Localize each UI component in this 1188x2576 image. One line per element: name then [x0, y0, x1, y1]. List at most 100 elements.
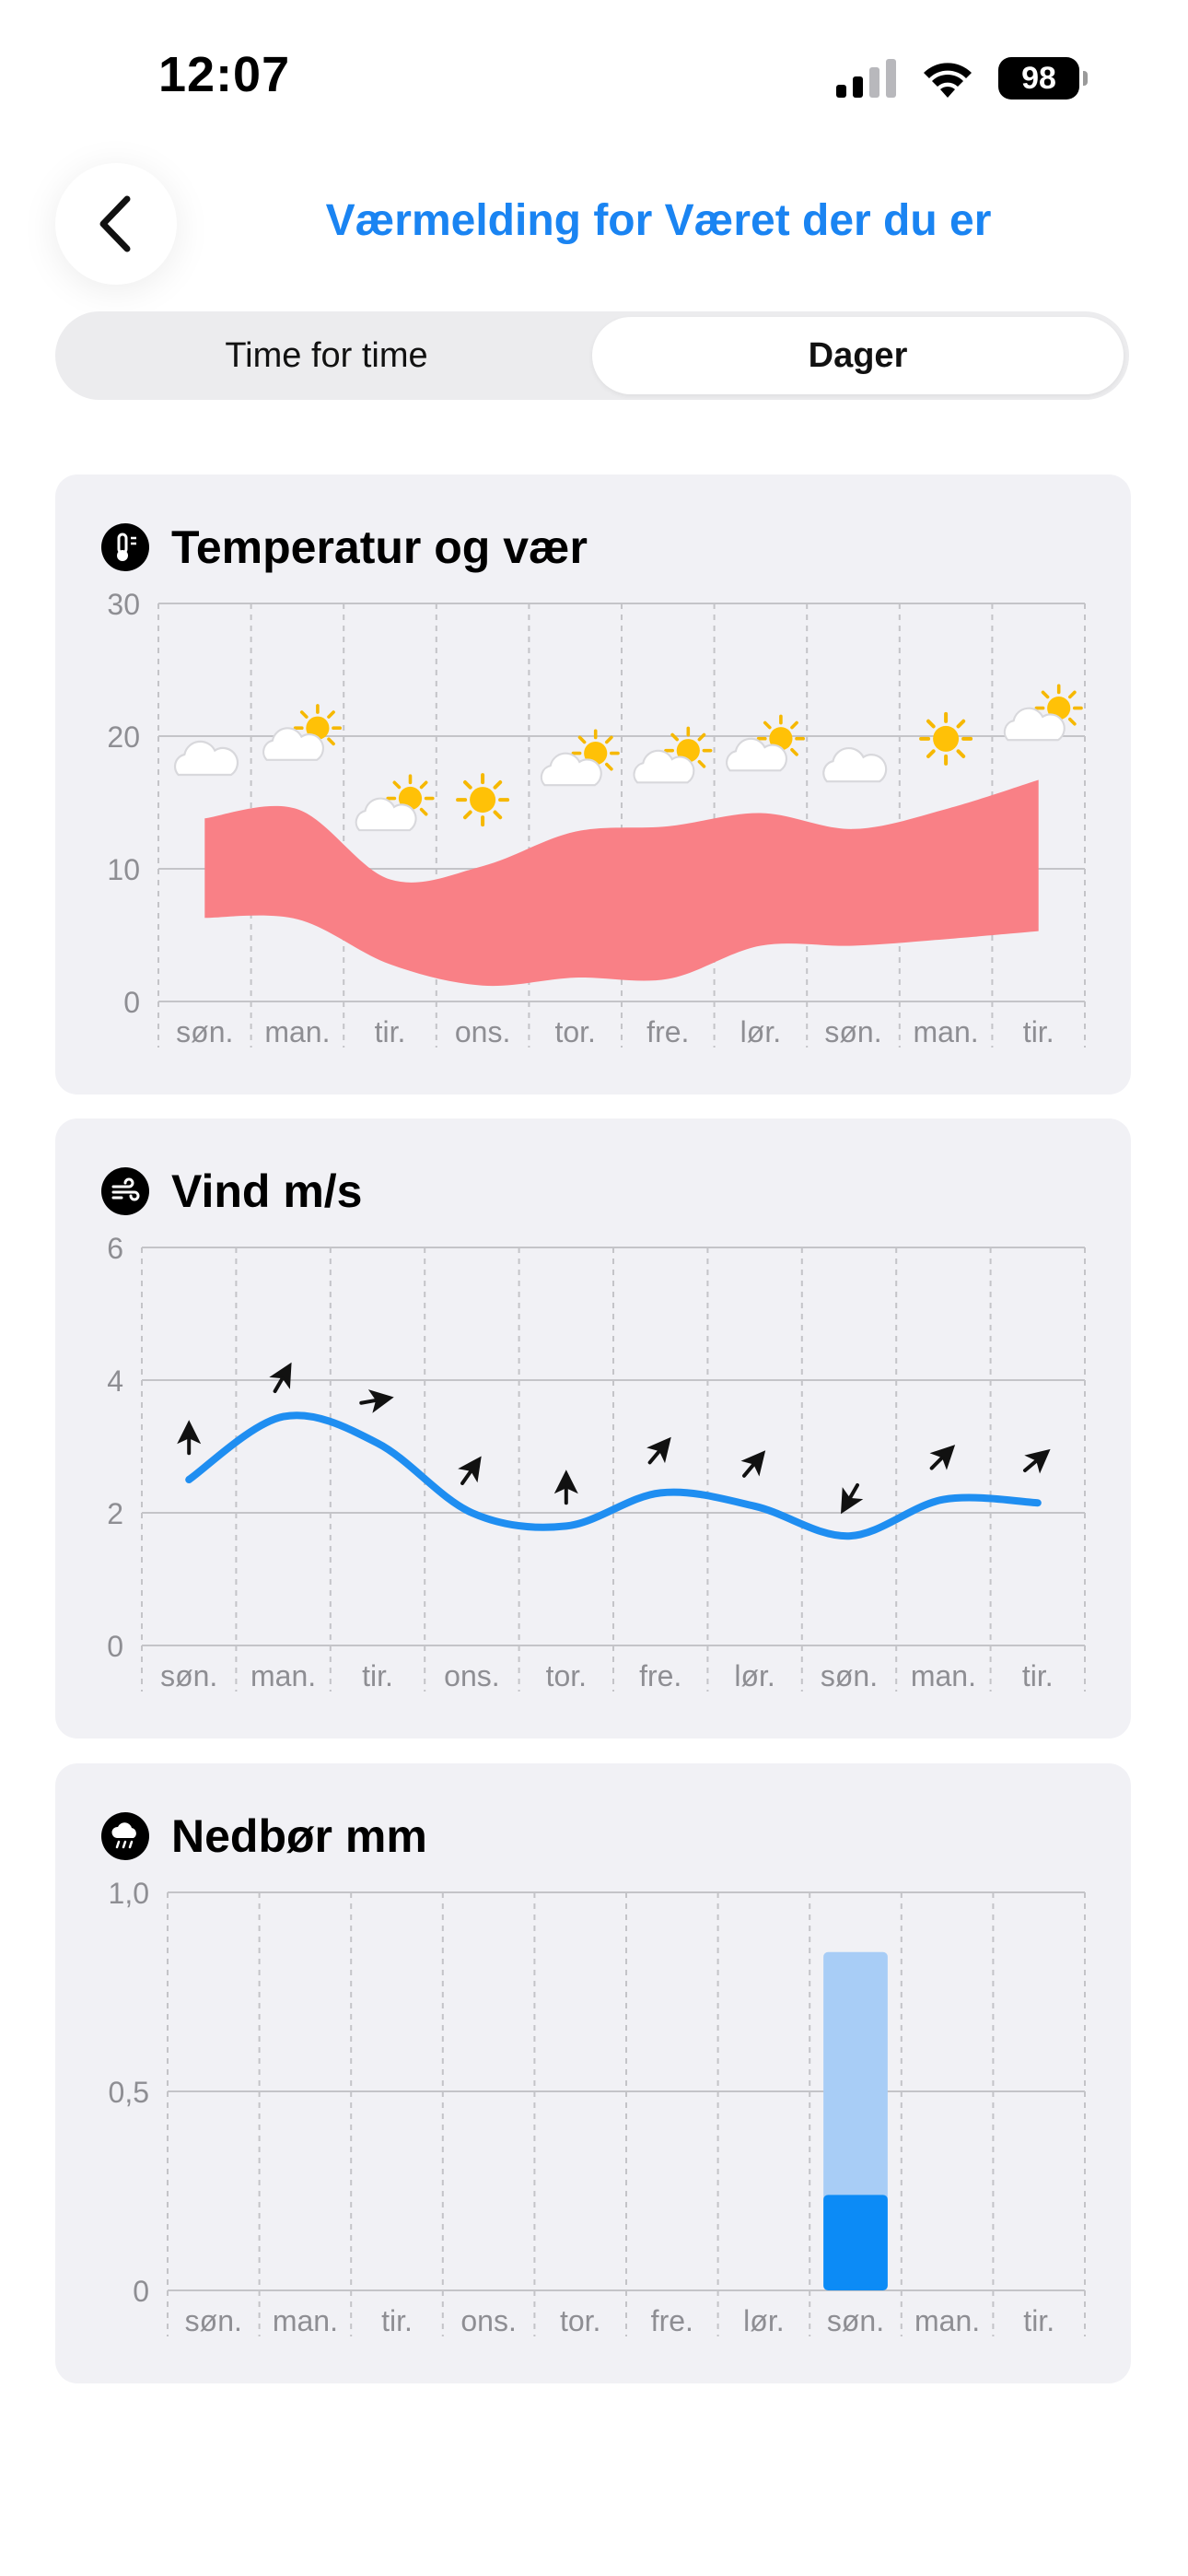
arrow-head	[367, 1389, 394, 1413]
sun-ray	[463, 780, 472, 790]
x-tick-label: lør.	[743, 2304, 784, 2337]
x-tick-label: tir.	[381, 2304, 413, 2337]
tab-days[interactable]: Dager	[592, 317, 1124, 394]
status-bar: 12:07 98	[0, 0, 1188, 157]
x-tick-label: tor.	[560, 2304, 600, 2337]
sun-disc	[470, 787, 496, 814]
arrow-stem	[1023, 1458, 1039, 1472]
sun-ray	[327, 710, 335, 719]
precipitation-card-title: Nedbør mm	[171, 1810, 427, 1862]
wifi-icon	[924, 63, 972, 98]
x-tick-label: ons.	[444, 1659, 499, 1692]
sun-icon	[456, 773, 510, 827]
wind-direction-arrow	[177, 1420, 202, 1456]
arrow-stem	[742, 1462, 756, 1478]
temperature-card-header: Temperatur og vær	[101, 521, 588, 574]
arrow-stem	[460, 1469, 473, 1485]
sun-ray	[926, 749, 936, 758]
cloud-icon	[540, 752, 602, 787]
precipitation-card: 0 0,5 1,0 søn. man. tir. ons. tor. fre. lør. søn. m…	[55, 1763, 1131, 2383]
x-tick-label: tor.	[554, 1015, 595, 1048]
sun-ray	[697, 759, 706, 768]
sun-ray	[327, 737, 335, 746]
arrow-stem	[848, 1483, 859, 1500]
arrow-stem	[647, 1449, 661, 1465]
cloud-icon	[1003, 707, 1066, 742]
wind-direction-arrow	[553, 1469, 578, 1505]
x-tick-label: søn.	[824, 1015, 881, 1048]
cellular-signal-icon	[836, 59, 896, 98]
x-tick-label: lør.	[734, 1659, 775, 1692]
wind-direction-arrow	[359, 1389, 394, 1413]
wind-speed-line	[185, 1411, 1042, 1540]
x-tick-label: tir.	[362, 1659, 393, 1692]
sun-disc	[933, 725, 960, 752]
wind-icon	[101, 1167, 149, 1215]
wind-chart: 0 2 4 6 søn. man. tir. ons. tor. fre. lør. søn. man.…	[107, 1232, 1086, 1692]
sun-ray	[670, 732, 680, 742]
view-mode-segmented-control: Time for time Dager	[55, 311, 1129, 400]
y-tick-label: 1,0	[109, 1877, 149, 1910]
x-tick-label: tir.	[1022, 1659, 1054, 1692]
x-tick-label: man.	[911, 1659, 976, 1692]
x-tick-label: man.	[914, 1015, 979, 1048]
temperature-chart: 0 10 20 30 søn. man. tir. ons. tor. fre. lør. søn. m…	[107, 588, 1086, 1048]
cloud-icon	[262, 727, 324, 761]
cloud-shape	[822, 746, 888, 783]
sun-ray	[956, 719, 966, 729]
temperature-card-title: Temperatur og vær	[171, 521, 588, 573]
y-tick-label: 6	[107, 1232, 123, 1265]
sun-ray	[1041, 690, 1050, 699]
arrow-head	[553, 1469, 578, 1494]
cloud-icon	[173, 740, 239, 777]
x-tick-label: tor.	[546, 1659, 587, 1692]
thermometer-icon	[101, 523, 149, 571]
x-tick-label: fre.	[646, 1015, 689, 1048]
sun-ray	[392, 780, 402, 790]
sun-ray	[493, 780, 503, 790]
arrow-head	[841, 1487, 864, 1515]
rain-cloud-icon	[101, 1812, 149, 1860]
wind-direction-arrow	[929, 1445, 956, 1470]
sun-ray	[604, 762, 613, 771]
arrow-stem	[359, 1398, 379, 1405]
sun-ray	[790, 720, 798, 730]
battery-level: 98	[1021, 60, 1056, 96]
x-tick-label: tir.	[375, 1015, 406, 1048]
sun-ray	[763, 720, 772, 730]
sun-ray	[697, 732, 706, 742]
tab-hourly[interactable]: Time for time	[225, 335, 428, 375]
wind-direction-arrow	[841, 1483, 864, 1515]
x-tick-label: søn.	[821, 1659, 878, 1692]
x-tick-label: fre.	[639, 1659, 681, 1692]
sun-ray	[299, 710, 309, 719]
page-title: Værmelding for Været der du er	[325, 196, 992, 245]
cloud-shape	[540, 752, 602, 787]
status-time: 12:07	[158, 47, 291, 102]
sun-ray	[493, 810, 503, 820]
sun-ray	[1067, 717, 1077, 726]
wind-direction-arrow	[646, 1436, 671, 1465]
status-icons: 98	[836, 55, 1088, 101]
cloud-shape	[633, 749, 695, 784]
x-tick-label: man.	[264, 1015, 330, 1048]
y-tick-label: 30	[107, 588, 140, 621]
precipitation-min-bar	[823, 2195, 888, 2290]
sun-ray	[419, 807, 428, 816]
y-tick-label: 4	[107, 1364, 123, 1398]
back-button[interactable]	[55, 163, 177, 285]
precipitation-chart: 0 0,5 1,0 søn. man. tir. ons. tor. fre. lør. søn. m…	[109, 1877, 1086, 2337]
temperature-range-band	[204, 779, 1039, 987]
chevron-left-icon	[99, 195, 131, 252]
cloud-shape	[262, 727, 324, 761]
wind-card-header: Vind m/s	[101, 1165, 362, 1218]
cloud-shape	[355, 797, 417, 832]
sun-ray	[604, 735, 613, 744]
wind-card-title: Vind m/s	[171, 1165, 363, 1217]
cloud-shape	[173, 740, 239, 777]
arrow-stem	[273, 1376, 285, 1393]
y-tick-label: 10	[107, 853, 140, 886]
y-tick-label: 2	[107, 1497, 123, 1530]
y-tick-label: 0	[133, 2275, 149, 2308]
x-tick-label: søn.	[160, 1659, 217, 1692]
